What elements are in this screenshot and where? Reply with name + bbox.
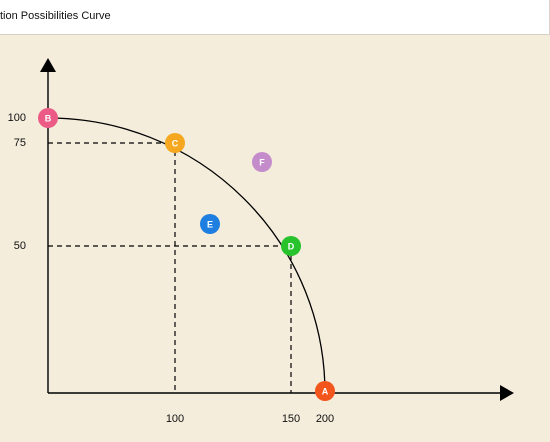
point-dot	[38, 108, 58, 128]
point-label: D	[288, 241, 295, 251]
point-dot	[281, 236, 301, 256]
title: tion Possibilities Curve	[0, 10, 111, 22]
point: C	[165, 133, 185, 153]
point-label: A	[322, 386, 329, 396]
point: D	[281, 236, 301, 256]
point-label: C	[172, 138, 179, 148]
point-dot	[252, 152, 272, 172]
y-arrow	[40, 58, 56, 72]
point-dot	[200, 214, 220, 234]
point: E	[200, 214, 220, 234]
point-dot	[165, 133, 185, 153]
point-label: F	[259, 157, 265, 167]
curve	[47, 117, 326, 394]
x-label: 200	[316, 413, 334, 425]
x-label: 150	[282, 413, 300, 425]
guide-c	[48, 142, 176, 393]
x-arrow	[500, 385, 514, 401]
point: F	[252, 152, 272, 172]
x-label: 100	[166, 413, 184, 425]
y-label: 50	[14, 240, 26, 252]
point-label: B	[45, 113, 52, 123]
point: A	[315, 381, 335, 401]
guide-d	[48, 245, 292, 393]
y-label: 75	[14, 137, 26, 149]
point-label: E	[207, 219, 213, 229]
guides	[48, 142, 292, 393]
header: tion Possibilities Curve	[0, 0, 550, 35]
y-label: 100	[8, 112, 26, 124]
point-dot	[315, 381, 335, 401]
point: B	[38, 108, 58, 128]
axes	[47, 70, 502, 394]
